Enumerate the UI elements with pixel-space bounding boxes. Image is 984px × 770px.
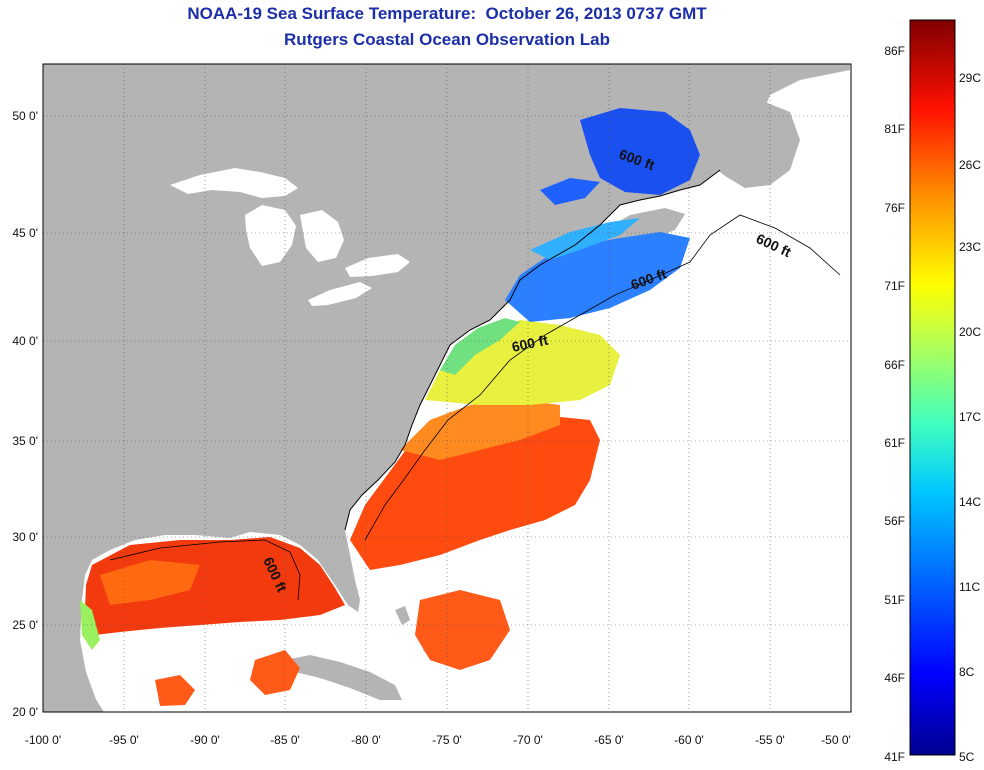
map-subtitle: Rutgers Coastal Ocean Observation Lab (284, 30, 610, 49)
coastline (344, 169, 721, 531)
x-tick-label: -75 0' (432, 733, 462, 747)
colorbar-f-label: 81F (884, 122, 905, 136)
colorbar-c-label: 17C (959, 410, 981, 424)
colorbar-c-label: 26C (959, 158, 981, 172)
colorbar-f-label: 56F (884, 514, 905, 528)
colorbar-c-label: 14C (959, 495, 981, 509)
y-tick-label: 45 0' (12, 226, 38, 240)
colorbar-c-label: 5C (959, 750, 975, 764)
colorbar-f-label: 61F (884, 436, 905, 450)
y-tick-label: 30 0' (12, 530, 38, 544)
y-tick-label: 20 0' (12, 705, 38, 719)
contour-600ft (109, 214, 841, 601)
x-tick-label: -80 0' (351, 733, 381, 747)
colorbar-gradient (909, 19, 956, 756)
land-north-america (43, 64, 850, 712)
colorbar-c-label: 29C (959, 71, 981, 85)
x-tick-label: -95 0' (109, 733, 139, 747)
sst-gulf-of-maine (505, 232, 690, 322)
map-frame (42, 63, 852, 713)
colorbar-f-label: 76F (884, 201, 905, 215)
x-tick-label: -90 0' (190, 733, 220, 747)
colorbar-f-label: 86F (884, 44, 905, 58)
colorbar-f-label: 41F (884, 750, 905, 764)
map-title: NOAA-19 Sea Surface Temperature: October… (187, 4, 707, 23)
y-tick-label: 40 0' (12, 334, 38, 348)
x-tick-label: -85 0' (270, 733, 300, 747)
colorbar-c-label: 20C (959, 325, 981, 339)
contour-label-600ft: 600 ft (510, 332, 549, 355)
sst-atlantic-orange (400, 400, 560, 460)
colorbar-f-label: 46F (884, 671, 905, 685)
land-newfoundland (690, 100, 800, 188)
sst-gulf-warm-core (100, 560, 200, 605)
y-tick-label: 25 0' (12, 618, 38, 632)
colorbar-c-label: 11C (959, 580, 980, 594)
colorbar-c-label: 23C (959, 240, 981, 254)
colorbar-f-label: 51F (884, 593, 905, 607)
y-axis: 50 0' 45 0' 40 0' 35 0' 30 0' 25 0' 20 0… (12, 109, 38, 719)
sst-scotian-shelf (530, 218, 640, 260)
x-tick-label: -55 0' (755, 733, 785, 747)
land-cuba (285, 655, 402, 700)
sst-shelf-green (440, 318, 520, 375)
colorbar-c-label: 8C (959, 665, 975, 679)
x-tick-label: -70 0' (513, 733, 543, 747)
x-tick-label: -60 0' (674, 733, 704, 747)
sst-gulf-coastal-cool (80, 600, 100, 650)
colorbar-f-label: 66F (884, 358, 905, 372)
x-tick-label: -100 0' (25, 733, 61, 747)
graticule (43, 64, 851, 712)
y-tick-label: 50 0' (12, 109, 38, 123)
sst-gulf-st-lawrence (580, 108, 700, 195)
y-tick-label: 35 0' (12, 434, 38, 448)
land-yucatan (43, 640, 104, 712)
colorbar: 86F 81F 76F 71F 66F 61F 56F 51F 46F 41F … (884, 19, 981, 764)
colorbar-f-label: 71F (884, 279, 905, 293)
great-lakes (170, 168, 410, 306)
sst-caribbean (155, 590, 510, 706)
sst-st-lawrence-estuary (540, 178, 600, 205)
x-tick-label: -50 0' (821, 733, 851, 747)
x-axis: -100 0' -95 0' -90 0' -85 0' -80 0' -75 … (25, 733, 851, 747)
x-tick-label: -65 0' (594, 733, 624, 747)
